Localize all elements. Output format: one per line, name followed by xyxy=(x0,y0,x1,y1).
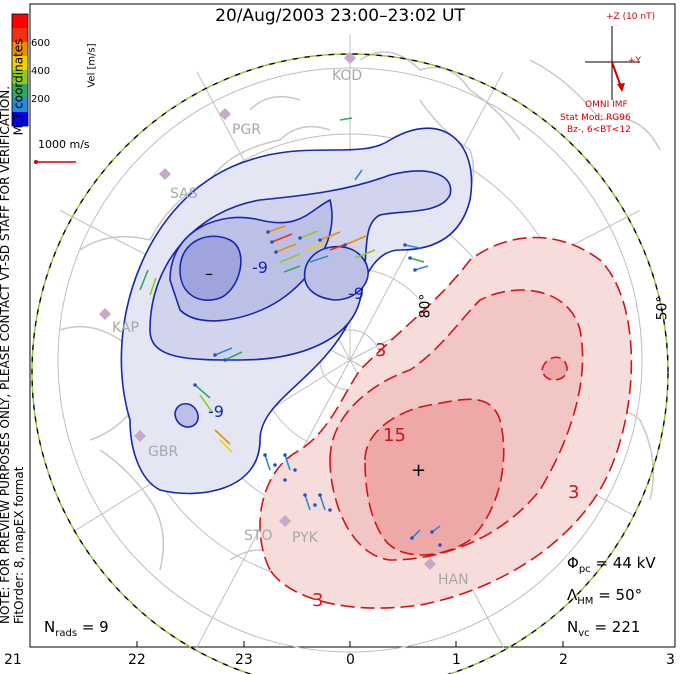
potential-minimum-marker: – xyxy=(205,264,213,283)
mlt-axis-ticks xyxy=(29,641,676,647)
map-title: 20/Aug/2003 23:00–23:02 UT xyxy=(215,6,465,26)
contour-label-pos-15: 15 xyxy=(383,425,406,446)
velocity-vectors xyxy=(139,117,441,539)
stat-phi-pc-value: = 44 kV xyxy=(595,554,656,572)
radar-label-pgr: PGR xyxy=(232,122,262,138)
stat-n-rads: Nrads = 9 xyxy=(44,618,109,639)
mlt-tick-2: 2 xyxy=(559,652,568,668)
positive-cell xyxy=(259,236,633,609)
imf-model: Stat Mod: RG96 xyxy=(560,113,631,123)
colorbar-tick-200: 200 xyxy=(31,94,51,105)
pos-contour-small xyxy=(541,356,568,381)
contour-label-neg-9a: -9 xyxy=(252,258,268,277)
stat-n-vc: Nvc = 221 xyxy=(567,618,641,639)
plot-frame xyxy=(29,3,676,648)
radar-label-gbr: GBR xyxy=(148,444,179,460)
imf-y-label: +Y xyxy=(628,56,642,66)
contour-label-neg-9b: -9 xyxy=(348,284,364,303)
stat-n-rads-value: = 9 xyxy=(81,618,109,636)
radar-label-sas: SAS xyxy=(170,186,198,202)
velocity-dots xyxy=(193,230,442,547)
preview-note-line: NOTE: FOR PREVIEW PURPOSES ONLY, PLEASE … xyxy=(0,85,12,624)
mlt-tick-22: 22 xyxy=(128,652,146,668)
scale-label: 1000 m/s xyxy=(38,138,90,151)
colorbar-label: Vel [m/s] xyxy=(86,43,98,88)
contour-label-pos-3a: 3 xyxy=(375,340,387,361)
imf-dial xyxy=(585,26,640,100)
pos-contour-15 xyxy=(364,398,505,556)
potential-maximum-marker: + xyxy=(411,460,427,481)
mlt-tick-23: 23 xyxy=(235,652,253,668)
latitude-label-80: 80° xyxy=(417,293,434,319)
contour-label-pos-3c: 3 xyxy=(312,590,324,611)
stat-phi-pc: Φpc = 44 kV xyxy=(567,554,656,575)
stat-lambda-hm: ΛHM = 50° xyxy=(567,586,643,607)
radar-markers xyxy=(99,52,436,570)
imf-z-label: +Z (10 nT) xyxy=(606,12,656,22)
latitude-label-50: 50° xyxy=(654,295,671,321)
preview-note: NOTE: FOR PREVIEW PURPOSES ONLY, PLEASE … xyxy=(0,85,26,624)
neg-contour-21 xyxy=(179,235,242,301)
mlt-tick-21: 21 xyxy=(4,652,22,668)
stat-n-vc-value: = 221 xyxy=(594,618,641,636)
imf-source: OMNI IMF xyxy=(585,100,628,110)
radar-label-kod: KOD xyxy=(332,68,363,84)
neg-contour-sub xyxy=(303,245,369,301)
imf-condition: Bz-, 6<BT<12 xyxy=(567,125,631,135)
fit-order-line: FitOrder: 8, mapEX format xyxy=(12,466,26,624)
contour-label-pos-3b: 3 xyxy=(568,482,580,503)
radar-label-sto: STO xyxy=(244,528,273,544)
radar-label-han: HAN xyxy=(438,572,469,588)
negative-cell xyxy=(120,127,473,495)
mlt-tick-0: 0 xyxy=(346,652,355,668)
colorbar-tick-600: 600 xyxy=(31,38,51,49)
mlt-tick-3: 3 xyxy=(666,652,675,668)
neg-contour-small xyxy=(174,402,199,428)
mlt-coordinates-label: MLT coordinates xyxy=(11,38,26,136)
colorbar-tick-400: 400 xyxy=(31,66,51,77)
mlt-tick-1: 1 xyxy=(452,652,461,668)
contour-label-neg-9c: -9 xyxy=(208,402,224,421)
radar-label-pyk: PYK xyxy=(292,530,318,546)
radar-label-kap: KAP xyxy=(112,320,139,336)
stat-lambda-hm-value: = 50° xyxy=(598,586,643,604)
velocity-colorbar xyxy=(11,13,29,127)
